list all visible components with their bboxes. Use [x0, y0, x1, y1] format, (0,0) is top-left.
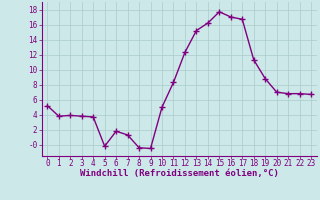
X-axis label: Windchill (Refroidissement éolien,°C): Windchill (Refroidissement éolien,°C)	[80, 169, 279, 178]
